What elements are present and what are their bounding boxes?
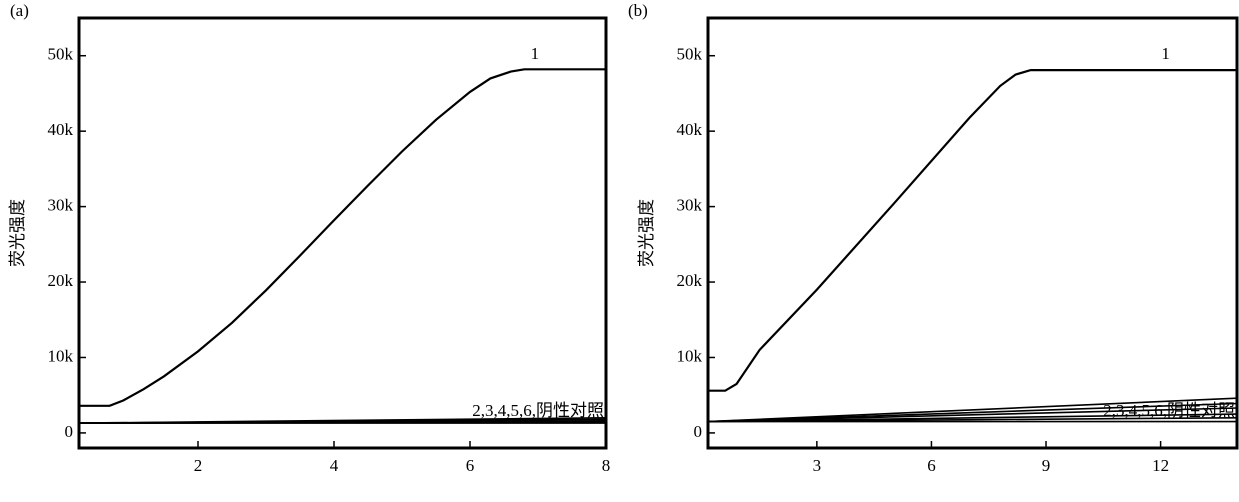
x-tick-label: 8: [602, 456, 611, 475]
line-series: [707, 397, 1238, 423]
plot-frame: [77, 16, 608, 450]
x-tick-label: 9: [1042, 456, 1051, 475]
series-label: 1: [1161, 44, 1170, 63]
y-tick-label: 50k: [48, 45, 74, 64]
y-tick-label: 30k: [48, 196, 74, 215]
y-axis-label: 荧光强度: [8, 199, 27, 267]
y-tick-label: 10k: [677, 346, 703, 365]
y-tick-label: 30k: [677, 196, 703, 215]
y-axis-label: 荧光强度: [637, 199, 656, 267]
y-tick-label: 20k: [48, 271, 74, 290]
annotation: 2,3,4,5,6,阴性对照: [472, 401, 604, 420]
panel-label: (a): [10, 1, 29, 20]
x-tick-label: 6: [466, 456, 475, 475]
x-tick-label: 2: [194, 456, 203, 475]
line-series: [79, 68, 606, 407]
x-tick-label: 3: [813, 456, 822, 475]
line-series: [707, 407, 1238, 423]
y-tick-label: 50k: [677, 45, 703, 64]
annotation: 2,3,4,5,6,阴性对照: [1103, 401, 1235, 420]
y-tick-label: 10k: [48, 346, 74, 365]
line-series: [708, 69, 1237, 392]
x-tick-label: 12: [1152, 456, 1169, 475]
x-tick-label: 4: [330, 456, 339, 475]
y-tick-label: 40k: [677, 120, 703, 139]
x-tick-label: 6: [927, 456, 936, 475]
panel-label: (b): [628, 1, 648, 20]
y-tick-label: 20k: [677, 271, 703, 290]
series-label: 1: [531, 44, 540, 63]
y-tick-label: 0: [65, 422, 74, 441]
plot-frame: [706, 16, 1239, 450]
y-tick-label: 40k: [48, 120, 74, 139]
y-tick-label: 0: [694, 422, 703, 441]
